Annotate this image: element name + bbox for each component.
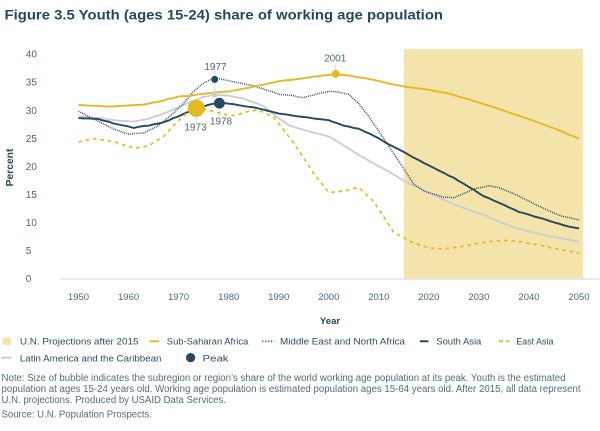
- svg-text:2020: 2020: [418, 292, 439, 303]
- svg-text:Peak: Peak: [203, 353, 229, 363]
- svg-text:population at ages 15-24 years: population at ages 15-24 years old. Work…: [2, 384, 581, 395]
- svg-text:Note: Size of bubble indicates: Note: Size of bubble indicates the subre…: [2, 373, 566, 384]
- svg-text:40: 40: [26, 50, 38, 61]
- svg-text:1978: 1978: [210, 117, 233, 128]
- svg-text:2000: 2000: [318, 292, 339, 303]
- svg-text:1990: 1990: [268, 292, 289, 303]
- svg-text:Latin America and the Caribbea: Latin America and the Caribbean: [20, 353, 162, 363]
- svg-text:35: 35: [26, 78, 38, 89]
- svg-text:2040: 2040: [518, 292, 539, 303]
- svg-text:0: 0: [26, 274, 32, 285]
- svg-text:1970: 1970: [168, 292, 189, 303]
- svg-text:2001: 2001: [324, 53, 347, 64]
- svg-text:1977: 1977: [204, 62, 227, 73]
- svg-text:10: 10: [26, 218, 38, 229]
- svg-text:2010: 2010: [368, 292, 389, 303]
- svg-text:1950: 1950: [68, 292, 89, 303]
- svg-text:15: 15: [26, 190, 38, 201]
- svg-text:1960: 1960: [118, 292, 139, 303]
- svg-text:U.N. Projections after 2015: U.N. Projections after 2015: [20, 336, 139, 346]
- svg-text:Figure 3.5 Youth (ages 15-24): Figure 3.5 Youth (ages 15-24) share of w…: [5, 7, 444, 23]
- svg-text:2030: 2030: [468, 292, 489, 303]
- svg-text:1973: 1973: [184, 123, 207, 134]
- svg-text:U.N. projections. Produced by: U.N. projections. Produced by USAID Data…: [2, 395, 227, 406]
- svg-text:25: 25: [26, 134, 38, 145]
- svg-text:Percent: Percent: [5, 148, 16, 186]
- svg-text:Middle East and North Africa: Middle East and North Africa: [280, 336, 406, 346]
- svg-text:South Asia: South Asia: [436, 336, 482, 346]
- svg-text:5: 5: [26, 246, 32, 257]
- svg-text:Source: U.N. Population Prospe: Source: U.N. Population Prospects.: [2, 409, 153, 420]
- svg-text:30: 30: [26, 106, 38, 117]
- svg-text:Sub-Saharan Africa: Sub-Saharan Africa: [167, 336, 249, 346]
- svg-text:Year: Year: [320, 316, 341, 327]
- svg-text:1980: 1980: [218, 292, 239, 303]
- svg-text:20: 20: [26, 162, 38, 173]
- svg-text:East Asia: East Asia: [516, 336, 554, 346]
- svg-text:2050: 2050: [568, 292, 589, 303]
